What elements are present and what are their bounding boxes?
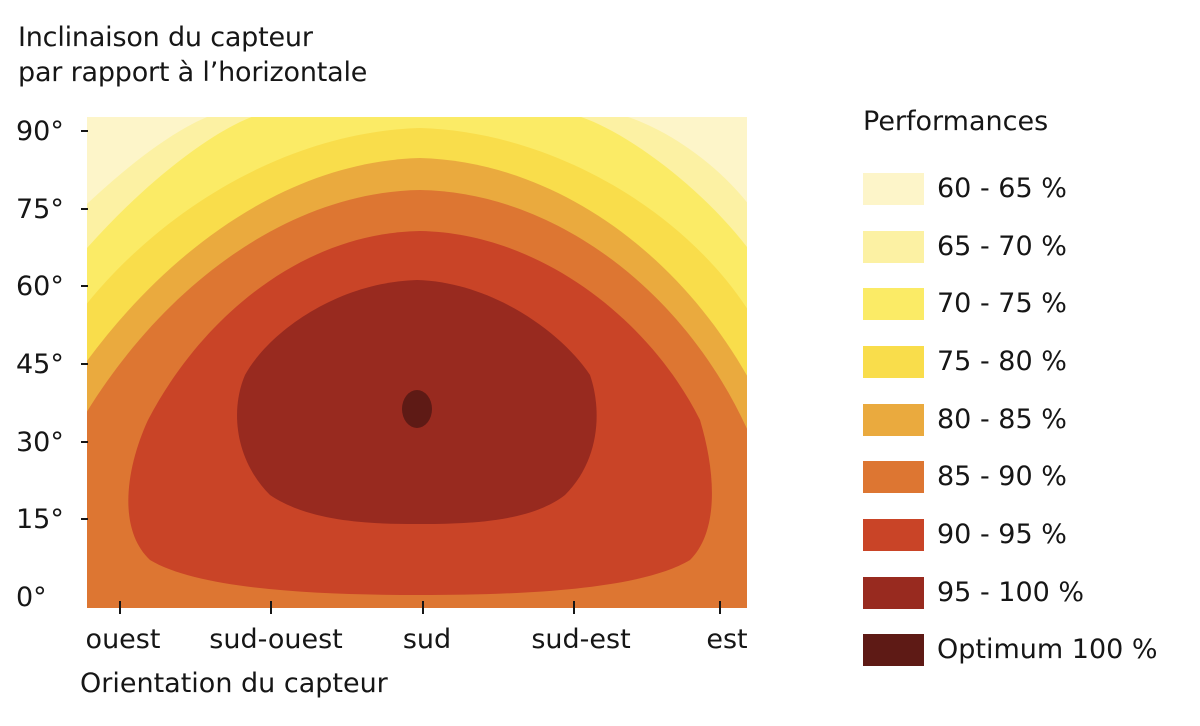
legend: Performances 60 - 65 % 65 - 70 % 70 - 75…: [863, 104, 1158, 679]
y-axis-title: Inclinaison du capteur par rapport à l’h…: [18, 20, 367, 90]
optimum-point: [402, 390, 432, 428]
legend-label: 90 - 95 %: [937, 518, 1067, 550]
legend-swatch: [863, 230, 924, 263]
legend-swatch: [863, 345, 924, 378]
x-axis-ticks: [119, 601, 721, 614]
y-tick-0: 0°: [16, 582, 47, 613]
y-axis-ticks: [81, 130, 88, 520]
legend-swatch: [863, 172, 924, 205]
x-tick-sud: sud: [402, 624, 452, 655]
x-axis-title: Orientation du capteur: [80, 668, 388, 699]
y-axis-title-line-2: par rapport à l’horizontale: [18, 57, 368, 88]
y-tick-75: 75°: [16, 194, 64, 225]
legend-swatch: [863, 403, 924, 436]
legend-item: 85 - 90 %: [863, 448, 1158, 506]
y-tick-60: 60°: [16, 271, 64, 302]
legend-swatch: [863, 518, 924, 551]
y-axis-title-line-1: Inclinaison du capteur: [18, 22, 313, 53]
legend-title: Performances: [863, 106, 1049, 137]
legend-label: 80 - 85 %: [937, 403, 1067, 435]
x-tick-sud-ouest: sud-ouest: [209, 624, 343, 655]
x-tick-ouest: ouest: [85, 624, 161, 655]
legend-label: 95 - 100 %: [937, 576, 1085, 608]
y-tick-90: 90°: [16, 116, 64, 147]
legend-swatch: [863, 634, 924, 667]
x-tick-sud-est: sud-est: [531, 624, 631, 655]
legend-item: 60 - 65 %: [863, 160, 1158, 218]
legend-item: 80 - 85 %: [863, 391, 1158, 449]
legend-label: 85 - 90 %: [937, 461, 1067, 493]
legend-item: 95 - 100 %: [863, 564, 1158, 622]
legend-swatch: [863, 461, 924, 494]
legend-label: 65 - 70 %: [937, 230, 1067, 262]
legend-swatch: [863, 288, 924, 321]
y-tick-30: 30°: [16, 427, 64, 458]
y-tick-45: 45°: [16, 349, 64, 380]
legend-item: 65 - 70 %: [863, 218, 1158, 276]
legend-swatch: [863, 576, 924, 609]
legend-label: Optimum 100 %: [937, 634, 1158, 666]
legend-label: 75 - 80 %: [937, 345, 1067, 377]
y-tick-15: 15°: [16, 504, 64, 535]
legend-item: 70 - 75 %: [863, 275, 1158, 333]
legend-item: 90 - 95 %: [863, 506, 1158, 564]
legend-label: 60 - 65 %: [937, 172, 1067, 204]
legend-item: 75 - 80 %: [863, 333, 1158, 391]
legend-item: Optimum 100 %: [863, 622, 1158, 680]
legend-label: 70 - 75 %: [937, 288, 1067, 320]
x-tick-est: est: [706, 624, 748, 655]
